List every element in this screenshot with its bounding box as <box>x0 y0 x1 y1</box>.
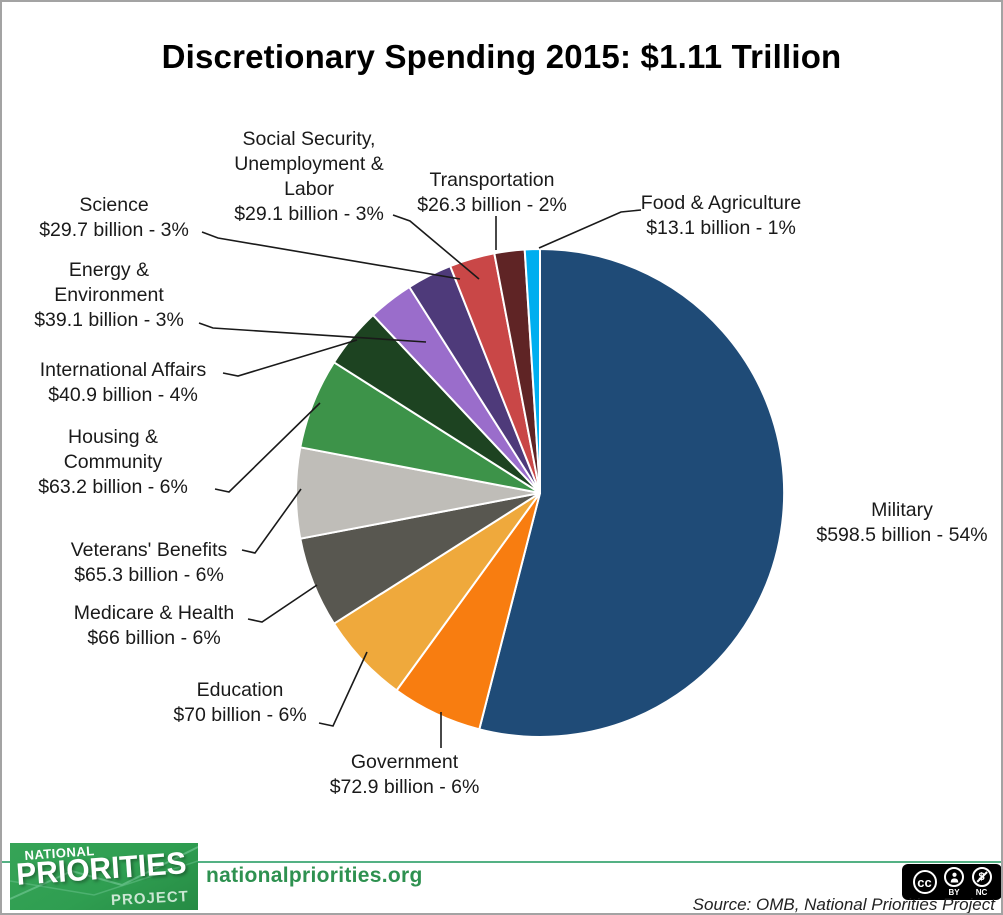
leader-line-international-affairs <box>222 339 358 377</box>
cc-by-person-icon <box>944 867 964 887</box>
leader-line-education <box>318 651 368 727</box>
leader-line-housing-community <box>214 402 321 493</box>
cc-icon: cc <box>912 870 937 894</box>
pie-slice-food-agriculture <box>523 248 541 494</box>
leader-line-social-security <box>392 214 480 280</box>
leader-line-food-agriculture <box>538 209 642 249</box>
cc-license-badge[interactable]: cc BY $ NC <box>902 864 1001 900</box>
cc-nc-label: NC <box>975 888 988 897</box>
leader-line-energy-environment <box>198 322 427 343</box>
logo-trendlines-icon <box>10 846 198 900</box>
page-title: Discretionary Spending 2015: $1.11 Trill… <box>161 38 842 75</box>
leader-line-veterans-benefits <box>241 488 302 554</box>
pie-slice-military <box>478 248 786 738</box>
leader-line-science <box>201 231 461 280</box>
cc-nc-group: $ NC <box>971 867 992 897</box>
npp-logo: NATIONAL PRIORITIES PROJECT <box>10 843 198 910</box>
cc-by-group: BY <box>944 867 964 897</box>
website-link[interactable]: nationalpriorities.org <box>206 864 423 887</box>
source-attribution: Source: OMB, National Priorities Project <box>692 895 995 914</box>
leader-line-medicare-health <box>247 584 318 623</box>
cc-nc-dollar-icon: $ <box>971 867 992 887</box>
footer-divider <box>2 861 1001 863</box>
cc-by-label: BY <box>948 888 960 897</box>
